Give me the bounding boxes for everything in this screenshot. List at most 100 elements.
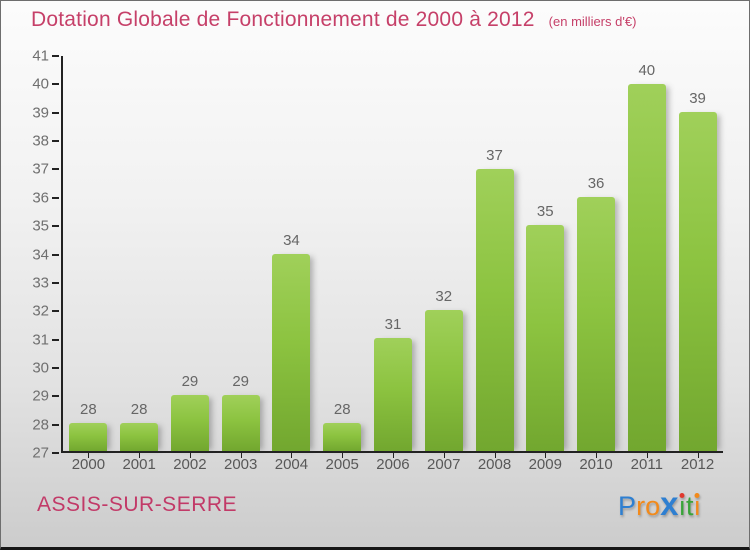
logo-letter-dot xyxy=(694,493,700,498)
x-tick-mark xyxy=(697,453,699,458)
bar-2010 xyxy=(577,197,616,451)
y-tick-label: 27 xyxy=(32,444,49,462)
x-tick-label: 2006 xyxy=(376,456,410,473)
bar-slot-2012: 39 2012 xyxy=(672,56,723,473)
x-tick-mark xyxy=(646,453,648,458)
bar-value-label: 29 xyxy=(232,372,250,390)
y-tick-label: 40 xyxy=(32,75,49,93)
bar-value-label: 34 xyxy=(283,231,300,249)
y-tick-mark xyxy=(52,196,59,199)
x-tick-label: 2010 xyxy=(579,456,613,473)
bar-value-label: 37 xyxy=(486,146,503,164)
location-label: ASSIS-SUR-SERRE xyxy=(37,493,238,516)
x-tick-mark xyxy=(189,453,191,458)
logo-letter: r xyxy=(636,491,646,521)
x-tick-mark xyxy=(443,453,445,458)
bar-value-label: 28 xyxy=(80,400,97,418)
y-tick-mark xyxy=(52,55,59,57)
bar-value-label: 29 xyxy=(181,372,199,390)
chart-subtitle: (en milliers d'€) xyxy=(548,14,637,29)
logo-letter: ı xyxy=(693,491,701,521)
x-tick-mark xyxy=(596,453,598,458)
title-row: Dotation Globale de Fonctionnement de 20… xyxy=(31,8,636,32)
bar-value-label: 31 xyxy=(384,316,402,334)
bar-2011 xyxy=(627,84,666,451)
bar-slot-2000: 28 2000 xyxy=(63,56,114,473)
bar-slot-2004: 34 2004 xyxy=(266,56,317,473)
bar-value-label: 36 xyxy=(587,175,605,193)
bar-value-label: 39 xyxy=(689,90,706,108)
y-tick-mark xyxy=(52,310,59,313)
bar-2012 xyxy=(678,112,717,451)
y-tick-label: 37 xyxy=(32,160,49,178)
bar-2002 xyxy=(170,394,209,451)
y-tick-label: 39 xyxy=(32,104,49,122)
y-tick-mark xyxy=(52,281,59,284)
y-tick-label: 34 xyxy=(32,246,49,263)
x-tick-mark xyxy=(291,453,293,458)
bar-value-label: 35 xyxy=(536,203,554,221)
logo-letter: t xyxy=(685,491,694,521)
bar-2003 xyxy=(221,394,260,451)
bar-slot-2001: 28 2001 xyxy=(114,56,165,473)
bar-slot-2007: 32 2007 xyxy=(418,56,469,473)
y-tick-label: 38 xyxy=(32,132,49,150)
x-tick-label: 2007 xyxy=(427,456,461,473)
bar-series: 28 2000 28 2001 29 2002 29 2003 34 2004 28 2005 31 20… xyxy=(63,56,723,473)
x-tick-mark xyxy=(342,453,344,458)
y-tick-mark xyxy=(52,225,59,228)
x-tick-label: 2008 xyxy=(477,456,512,473)
x-tick-label: 2000 xyxy=(71,456,106,473)
x-tick-mark xyxy=(494,453,496,458)
x-tick-mark xyxy=(240,453,242,458)
logo-letter: P xyxy=(618,491,637,521)
y-tick-mark xyxy=(52,83,59,86)
plot-area: 28 2000 28 2001 29 2002 29 2003 34 2004 28 2005 31 20… xyxy=(61,56,723,473)
logo-letter-dot xyxy=(679,493,685,498)
y-tick-mark xyxy=(52,111,59,114)
y-tick-label: 41 xyxy=(32,47,49,65)
bar-value-label: 32 xyxy=(435,287,453,305)
bar-slot-2009: 35 2009 xyxy=(520,56,571,473)
y-tick-label: 29 xyxy=(32,387,49,405)
y-tick-mark xyxy=(52,253,59,256)
x-tick-mark xyxy=(139,453,141,458)
y-tick-mark xyxy=(52,452,59,454)
x-tick-label: 2009 xyxy=(528,456,562,473)
bar-slot-2005: 28 2005 xyxy=(317,56,368,473)
x-tick-mark xyxy=(545,453,547,458)
bar-value-label: 28 xyxy=(130,400,148,418)
bar-2007 xyxy=(424,309,463,451)
y-tick-mark xyxy=(52,423,59,426)
x-tick-mark xyxy=(88,453,90,458)
y-tick-mark xyxy=(52,366,59,369)
y-tick-mark xyxy=(52,338,59,341)
bar-value-label: 40 xyxy=(638,62,656,80)
bar-2004 xyxy=(272,253,311,451)
x-tick-label: 2004 xyxy=(274,456,309,473)
y-tick-mark xyxy=(52,395,59,398)
x-tick-label: 2002 xyxy=(173,456,207,473)
logo-letter: o xyxy=(645,491,661,521)
bar-slot-2008: 37 2008 xyxy=(469,56,520,473)
bar-2006 xyxy=(373,338,412,451)
x-tick-label: 2005 xyxy=(325,456,359,473)
x-tick-label: 2011 xyxy=(630,456,663,473)
logo-letter: ı xyxy=(678,491,686,521)
logo-letter: x xyxy=(660,485,679,522)
y-tick-label: 36 xyxy=(32,189,49,207)
y-tick-mark xyxy=(52,168,59,171)
y-tick-mark xyxy=(52,140,59,143)
bar-2001 xyxy=(120,422,159,451)
x-tick-mark xyxy=(392,453,394,458)
bar-slot-2003: 29 2003 xyxy=(215,56,266,473)
y-axis: 27 28 29 30 31 32 33 34 35 36 37 38 39 40 41 xyxy=(1,49,59,461)
bar-slot-2002: 29 2002 xyxy=(165,56,216,473)
bar-2008 xyxy=(475,168,514,451)
x-tick-label: 2001 xyxy=(122,456,156,473)
bar-value-label: 28 xyxy=(333,400,351,418)
y-tick-label: 30 xyxy=(32,359,49,377)
y-tick-label: 31 xyxy=(32,331,49,349)
